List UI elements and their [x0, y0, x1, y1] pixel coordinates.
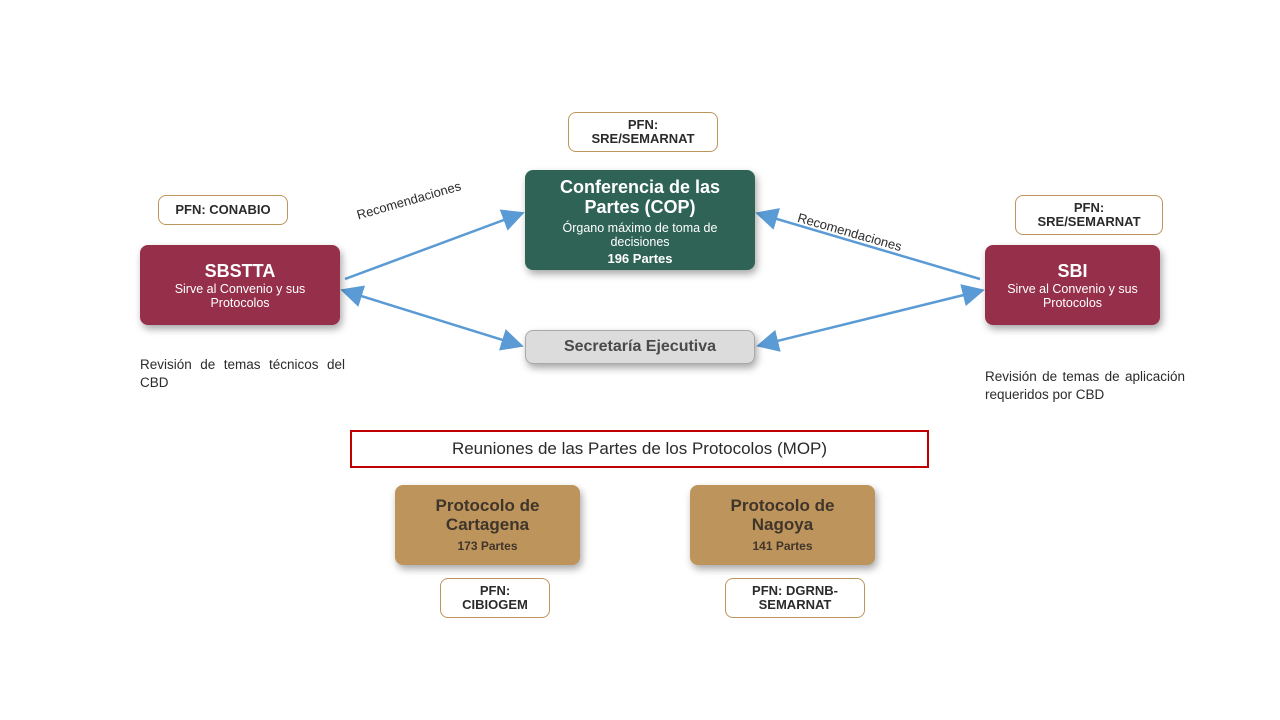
sbstta-subtitle: Sirve al Convenio y sus Protocolos [152, 282, 328, 310]
cartagena-node: Protocolo de Cartagena 173 Partes [395, 485, 580, 565]
sbstta-node: SBSTTA Sirve al Convenio y sus Protocolo… [140, 245, 340, 325]
cop-parties: 196 Partes [539, 251, 741, 266]
mop-bar: Reuniones de las Partes de los Protocolo… [350, 430, 929, 468]
cop-node: Conferencia de las Partes (COP) Órgano m… [525, 170, 755, 270]
pfn-nagoya-label: PFN: DGRNB-SEMARNAT [725, 578, 865, 618]
pfn-sbi-label: PFN: SRE/SEMARNAT [1015, 195, 1163, 235]
pfn-cartagena-label: PFN: CIBIOGEM [440, 578, 550, 618]
pfn-sbstta-label: PFN: CONABIO [158, 195, 288, 225]
mop-label: Reuniones de las Partes de los Protocolo… [452, 439, 827, 459]
sbi-description: Revisión de temas de aplicación requerid… [985, 368, 1185, 404]
cartagena-parties: 173 Partes [407, 539, 568, 553]
cop-subtitle: Órgano máximo de toma de decisiones [539, 221, 741, 249]
sbstta-title: SBSTTA [152, 261, 328, 282]
secretariat-node: Secretaría Ejecutiva [525, 330, 755, 364]
nagoya-parties: 141 Partes [702, 539, 863, 553]
sbi-title: SBI [997, 261, 1148, 282]
cop-title: Conferencia de las Partes (COP) [539, 178, 741, 218]
sbi-subtitle: Sirve al Convenio y sus Protocolos [997, 282, 1148, 310]
sbstta-description: Revisión de temas técnicos del CBD [140, 356, 345, 392]
edge-label-recomendaciones-left: Recomendaciones [355, 178, 463, 222]
cartagena-title: Protocolo de Cartagena [407, 497, 568, 534]
edge-label-recomendaciones-right: Recomendaciones [796, 210, 904, 254]
nagoya-node: Protocolo de Nagoya 141 Partes [690, 485, 875, 565]
secretariat-label: Secretaría Ejecutiva [564, 338, 716, 356]
sbi-node: SBI Sirve al Convenio y sus Protocolos [985, 245, 1160, 325]
pfn-cop-label: PFN: SRE/SEMARNAT [568, 112, 718, 152]
diagram-stage: PFN: SRE/SEMARNAT PFN: CONABIO PFN: SRE/… [0, 0, 1280, 720]
nagoya-title: Protocolo de Nagoya [702, 497, 863, 534]
